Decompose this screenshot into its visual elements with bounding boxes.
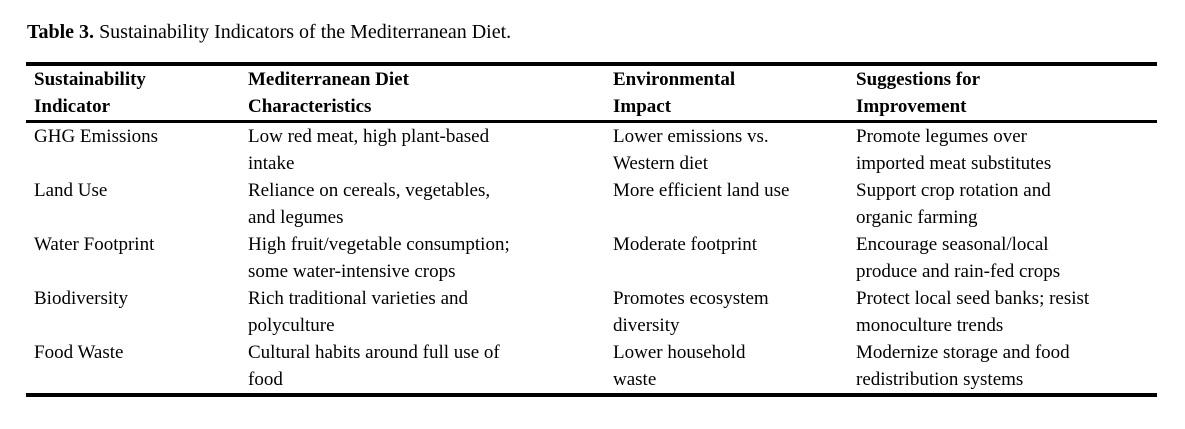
header-line: Environmental <box>613 69 736 90</box>
cell-line: Lower emissions vs. <box>613 126 769 147</box>
header-row: Sustainability Indicator Mediterranean D… <box>26 64 1157 122</box>
suggestions-cell: Support crop rotation and organic farmin… <box>856 177 1157 231</box>
header-sustainability-indicator: Sustainability Indicator <box>26 64 248 122</box>
indicator-cell: Land Use <box>26 177 248 231</box>
cell-line: Biodiversity <box>34 288 128 309</box>
cell-line: Promotes ecosystem <box>613 288 769 309</box>
cell-line: organic farming <box>856 207 978 228</box>
cell-line: Support crop rotation and <box>856 180 1051 201</box>
cell-line: intake <box>248 153 295 174</box>
header-line: Indicator <box>34 96 110 117</box>
table-row-ghg-emissions: GHG Emissions Low red meat, high plant-b… <box>26 122 1157 178</box>
sustainability-table: Sustainability Indicator Mediterranean D… <box>26 62 1157 397</box>
header-line: Impact <box>613 96 672 117</box>
indicator-cell: Food Waste <box>26 339 248 395</box>
header-line: Improvement <box>856 96 967 117</box>
table-row-land-use: Land Use Reliance on cereals, vegetables… <box>26 177 1157 231</box>
cell-line: More efficient land use <box>613 180 790 201</box>
cell-line: Rich traditional varieties and <box>248 288 469 309</box>
characteristics-cell: Rich traditional varieties and polycultu… <box>248 285 613 339</box>
header-suggestions-improvement: Suggestions for Improvement <box>856 64 1157 122</box>
cell-line: GHG Emissions <box>34 126 159 147</box>
header-environmental-impact: Environmental Impact <box>613 64 856 122</box>
cell-line: imported meat substitutes <box>856 153 1052 174</box>
cell-line: Lower household <box>613 342 746 363</box>
table-row-water-footprint: Water Footprint High fruit/vegetable con… <box>26 231 1157 285</box>
cell-line: monoculture trends <box>856 315 1004 336</box>
table-row-biodiversity: Biodiversity Rich traditional varieties … <box>26 285 1157 339</box>
impact-cell: Lower emissions vs. Western diet <box>613 122 856 178</box>
characteristics-cell: Reliance on cereals, vegetables, and leg… <box>248 177 613 231</box>
cell-line: Moderate footprint <box>613 234 758 255</box>
characteristics-cell: Low red meat, high plant-based intake <box>248 122 613 178</box>
cell-line: Reliance on cereals, vegetables, <box>248 180 491 201</box>
suggestions-cell: Encourage seasonal/local produce and rai… <box>856 231 1157 285</box>
cell-line: waste <box>613 369 657 390</box>
characteristics-cell: Cultural habits around full use of food <box>248 339 613 395</box>
indicator-cell: Water Footprint <box>26 231 248 285</box>
cell-line: High fruit/vegetable consumption; <box>248 234 510 255</box>
cell-line: Encourage seasonal/local <box>856 234 1049 255</box>
header-line: Mediterranean Diet <box>248 69 409 90</box>
cell-line: Western diet <box>613 153 709 174</box>
cell-line: polyculture <box>248 315 335 336</box>
cell-line: Low red meat, high plant-based <box>248 126 490 147</box>
header-diet-characteristics: Mediterranean Diet Characteristics <box>248 64 613 122</box>
impact-cell: Moderate footprint <box>613 231 856 285</box>
indicator-cell: GHG Emissions <box>26 122 248 178</box>
impact-cell: More efficient land use <box>613 177 856 231</box>
caption-label: Table 3. <box>27 21 95 43</box>
cell-line: Land Use <box>34 180 108 201</box>
indicator-cell: Biodiversity <box>26 285 248 339</box>
cell-line: produce and rain-fed crops <box>856 261 1061 282</box>
cell-line: Food Waste <box>34 342 124 363</box>
impact-cell: Lower household waste <box>613 339 856 395</box>
header-line: Sustainability <box>34 69 146 90</box>
suggestions-cell: Promote legumes over imported meat subst… <box>856 122 1157 178</box>
characteristics-cell: High fruit/vegetable consumption; some w… <box>248 231 613 285</box>
cell-line: Promote legumes over <box>856 126 1027 147</box>
caption-text: Sustainability Indicators of the Mediter… <box>99 21 512 43</box>
cell-line: some water-intensive crops <box>248 261 456 282</box>
impact-cell: Promotes ecosystem diversity <box>613 285 856 339</box>
cell-line: and legumes <box>248 207 344 228</box>
suggestions-cell: Protect local seed banks; resist monocul… <box>856 285 1157 339</box>
table-row-food-waste: Food Waste Cultural habits around full u… <box>26 339 1157 395</box>
table-caption: Table 3. Sustainability Indicators of the… <box>27 19 511 45</box>
suggestions-cell: Modernize storage and food redistributio… <box>856 339 1157 395</box>
cell-line: food <box>248 369 283 390</box>
cell-line: Modernize storage and food <box>856 342 1070 363</box>
cell-line: Water Footprint <box>34 234 155 255</box>
cell-line: diversity <box>613 315 680 336</box>
cell-line: Cultural habits around full use of <box>248 342 500 363</box>
header-line: Characteristics <box>248 96 372 117</box>
cell-line: Protect local seed banks; resist <box>856 288 1090 309</box>
header-line: Suggestions for <box>856 69 981 90</box>
cell-line: redistribution systems <box>856 369 1024 390</box>
